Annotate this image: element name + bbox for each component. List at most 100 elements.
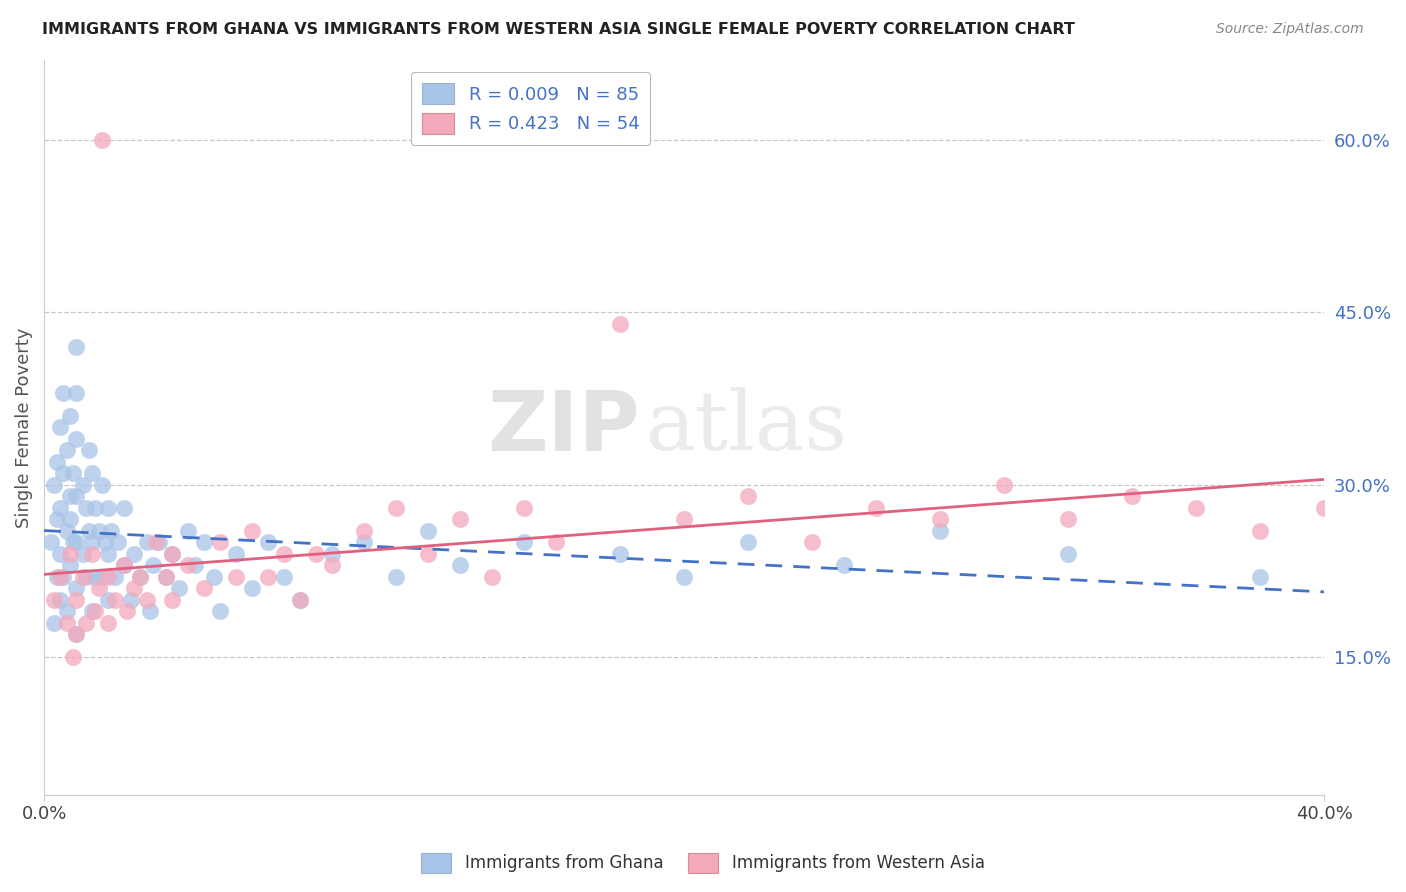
Point (177, 524, 200, 538)
Point (65, 592, 87, 607)
Text: Source: ZipAtlas.com: Source: ZipAtlas.com (1216, 22, 1364, 37)
Point (59, 409, 82, 423)
Point (97, 547, 120, 561)
Point (75, 500, 97, 515)
Point (87, 581, 110, 595)
Point (155, 570, 177, 584)
Point (122, 547, 145, 561)
Point (513, 535, 536, 549)
Point (183, 558, 205, 573)
Point (97, 592, 120, 607)
Point (52, 570, 75, 584)
Point (45, 570, 67, 584)
Point (65, 489, 87, 503)
Point (65, 385, 87, 400)
Point (321, 558, 343, 573)
Point (416, 547, 439, 561)
Point (39, 535, 62, 549)
Point (193, 581, 215, 595)
Point (135, 535, 157, 549)
Point (103, 570, 125, 584)
Point (288, 592, 311, 607)
Point (257, 570, 280, 584)
Point (145, 535, 167, 549)
Point (481, 570, 503, 584)
Point (177, 558, 200, 573)
Point (59, 489, 82, 503)
Point (209, 535, 232, 549)
Point (449, 558, 471, 573)
Point (353, 524, 375, 538)
Point (90, 570, 112, 584)
Point (673, 570, 696, 584)
Point (240, 581, 263, 595)
Point (385, 570, 408, 584)
Point (62, 535, 84, 549)
Point (1249, 570, 1271, 584)
Point (385, 500, 408, 515)
Point (97, 570, 120, 584)
Point (49, 547, 72, 561)
Point (65, 627, 87, 641)
Legend: Immigrants from Ghana, Immigrants from Western Asia: Immigrants from Ghana, Immigrants from W… (415, 847, 991, 880)
Point (865, 500, 887, 515)
Point (120, 592, 142, 607)
Point (142, 558, 165, 573)
Point (148, 535, 170, 549)
Point (1057, 547, 1080, 561)
Point (49, 592, 72, 607)
Point (42, 592, 65, 607)
Point (122, 581, 145, 595)
Point (209, 604, 232, 618)
Point (673, 512, 696, 526)
Point (90, 133, 112, 147)
Point (737, 489, 759, 503)
Point (112, 500, 135, 515)
Point (82, 547, 104, 561)
Point (225, 570, 247, 584)
Point (288, 592, 311, 607)
Text: IMMIGRANTS FROM GHANA VS IMMIGRANTS FROM WESTERN ASIA SINGLE FEMALE POVERTY CORR: IMMIGRANTS FROM GHANA VS IMMIGRANTS FROM… (42, 22, 1076, 37)
Point (65, 627, 87, 641)
Point (97, 615, 120, 630)
Point (993, 477, 1015, 491)
Point (55, 604, 77, 618)
Point (321, 547, 343, 561)
Point (202, 570, 225, 584)
Point (42, 477, 65, 491)
Point (52, 467, 75, 481)
Point (609, 547, 631, 561)
Point (832, 558, 855, 573)
Point (84, 500, 107, 515)
Point (55, 615, 77, 630)
Point (45, 455, 67, 469)
Point (305, 547, 328, 561)
Point (82, 535, 104, 549)
Point (1185, 500, 1208, 515)
Point (273, 570, 295, 584)
Point (117, 604, 139, 618)
Point (75, 615, 97, 630)
Point (129, 570, 152, 584)
Text: ZIP: ZIP (486, 387, 640, 467)
Point (55, 524, 77, 538)
Point (129, 570, 152, 584)
Text: atlas: atlas (645, 387, 848, 467)
Point (72, 570, 94, 584)
Point (62, 650, 84, 665)
Point (1057, 512, 1080, 526)
Point (737, 535, 759, 549)
Point (929, 524, 952, 538)
Point (225, 547, 247, 561)
Point (59, 512, 82, 526)
Point (240, 524, 263, 538)
Point (160, 547, 183, 561)
Point (52, 385, 75, 400)
Point (65, 432, 87, 446)
Point (75, 570, 97, 584)
Point (449, 512, 471, 526)
Point (59, 547, 82, 561)
Point (609, 317, 631, 331)
Point (84, 604, 107, 618)
Point (77, 443, 100, 458)
